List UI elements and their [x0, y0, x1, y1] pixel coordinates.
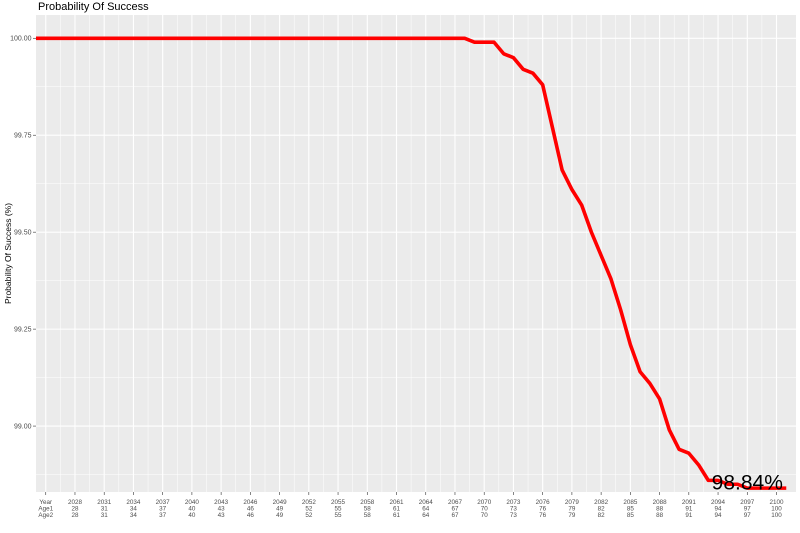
x-tick-label: 2058	[360, 499, 375, 506]
x-tick-label: 46	[247, 506, 255, 513]
x-tick-label: 97	[744, 512, 752, 519]
x-tick-label: 73	[510, 512, 518, 519]
y-tick-label: 99.00	[14, 423, 32, 430]
x-tick-label: 2073	[506, 499, 521, 506]
x-tick-label: 100	[771, 506, 782, 513]
x-tick-label: 88	[656, 506, 664, 513]
x-tick-label: 2100	[770, 499, 785, 506]
x-tick-label: 37	[159, 512, 167, 519]
x-tick-label: 28	[71, 506, 79, 513]
x-tick-label: 2055	[331, 499, 346, 506]
x-tick-label: 2064	[419, 499, 434, 506]
x-tick-label: 76	[539, 506, 547, 513]
x-tick-label: 55	[335, 506, 343, 513]
x-tick-label: 2088	[653, 499, 668, 506]
series-layer	[36, 36, 787, 490]
x-tick-label: 97	[744, 506, 752, 513]
x-tick-label: 70	[481, 506, 489, 513]
y-tick-label: 99.50	[14, 230, 32, 237]
x-tick-label: 2040	[185, 499, 200, 506]
x-tick-label: 91	[685, 506, 693, 513]
x-tick-label: 73	[510, 506, 518, 513]
annotation-layer: 98.84%	[712, 472, 783, 495]
x-tick-label: 2082	[594, 499, 609, 506]
x-tick-label: 70	[481, 512, 489, 519]
x-tick-label: 43	[218, 512, 226, 519]
x-tick-label: 52	[305, 506, 313, 513]
x-tick-label: 2094	[711, 499, 726, 506]
x-tick-label: 76	[539, 512, 547, 519]
x-tick-label: 52	[305, 512, 313, 519]
x-tick-label: 2076	[536, 499, 551, 506]
x-tick-row-header: Year	[39, 499, 52, 506]
x-tick-label: 58	[364, 512, 372, 519]
y-tick-label: 99.25	[14, 327, 32, 334]
x-tick-row-header: Age2	[38, 512, 53, 519]
x-tick-label: 2079	[565, 499, 580, 506]
x-tick-label: 31	[101, 506, 109, 513]
x-tick-label: 2037	[156, 499, 171, 506]
x-tick-label: 2097	[740, 499, 755, 506]
x-tick-label: 2091	[682, 499, 697, 506]
x-tick-label: 34	[130, 512, 138, 519]
minor-gridlines	[36, 15, 796, 492]
chart-title: Probability Of Success	[38, 1, 149, 13]
x-tick-label: 2070	[477, 499, 492, 506]
series-line	[36, 36, 787, 490]
x-tick-label: 2052	[302, 499, 317, 506]
x-tick-label: 88	[656, 512, 664, 519]
x-tick-label: 91	[685, 512, 693, 519]
x-tick-label: 61	[393, 506, 401, 513]
y-tick-label: 99.75	[14, 133, 32, 140]
x-tick-label: 40	[188, 506, 196, 513]
x-tick-label: 82	[598, 512, 606, 519]
x-tick-label: 100	[771, 512, 782, 519]
x-tick-label: 94	[715, 512, 723, 519]
x-tick-label: 2067	[448, 499, 463, 506]
x-tick-label: 28	[71, 512, 79, 519]
x-tick-label: 49	[276, 512, 284, 519]
x-tick-label: 94	[715, 506, 723, 513]
x-tick-row-header: Age1	[38, 506, 53, 513]
x-tick-label: 49	[276, 506, 284, 513]
x-tick-label: 64	[422, 506, 430, 513]
x-tick-label: 2061	[390, 499, 405, 506]
x-tick-label: 40	[188, 512, 196, 519]
x-tick-label: 61	[393, 512, 401, 519]
x-tick-label: 34	[130, 506, 138, 513]
x-tick-label: 64	[422, 512, 430, 519]
x-tick-label: 2043	[214, 499, 229, 506]
x-tick-label: 2046	[243, 499, 258, 506]
final-value-annotation: 98.84%	[712, 472, 783, 495]
x-tick-label: 67	[451, 506, 459, 513]
x-tick-label: 85	[627, 506, 635, 513]
x-tick-label: 67	[451, 512, 459, 519]
x-tick-label: 55	[335, 512, 343, 519]
x-axis: YearAge1Age22028282820313131203434342037…	[38, 492, 784, 519]
x-tick-label: 2031	[97, 499, 112, 506]
x-tick-label: 79	[568, 506, 576, 513]
y-axis-title: Probability Of Success (%)	[3, 203, 13, 304]
x-tick-label: 85	[627, 512, 635, 519]
x-tick-label: 82	[598, 506, 606, 513]
x-tick-label: 2034	[126, 499, 141, 506]
y-tick-label: 100.00	[10, 36, 32, 43]
x-tick-label: 43	[218, 506, 226, 513]
x-tick-label: 79	[568, 512, 576, 519]
x-tick-label: 58	[364, 506, 372, 513]
x-tick-label: 2049	[273, 499, 288, 506]
x-tick-label: 31	[101, 512, 109, 519]
x-tick-label: 2028	[68, 499, 83, 506]
x-tick-label: 46	[247, 512, 255, 519]
x-tick-label: 37	[159, 506, 167, 513]
y-axis: 99.00 99.25 99.50 99.75 100.00	[10, 36, 36, 430]
x-tick-label: 2085	[623, 499, 638, 506]
